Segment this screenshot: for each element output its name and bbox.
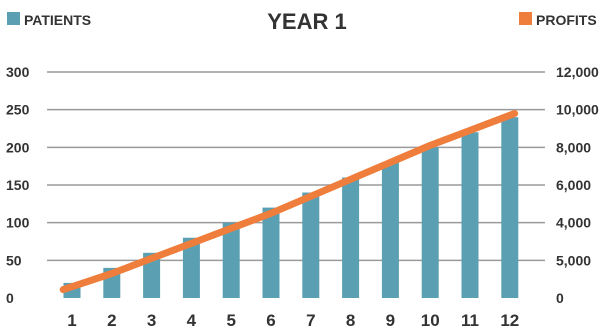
right-tick-label: 10,000 bbox=[556, 102, 599, 118]
legend-patients-label: PATIENTS bbox=[24, 12, 91, 28]
patients-bar bbox=[302, 192, 320, 298]
x-tick-label: 4 bbox=[187, 311, 197, 330]
x-tick-label: 12 bbox=[500, 311, 519, 330]
patients-bar bbox=[222, 222, 240, 298]
legend-profits-label: PROFITS bbox=[536, 12, 597, 28]
patients-bar bbox=[381, 162, 399, 298]
right-tick-label: 8,000 bbox=[556, 139, 591, 155]
left-tick-label: 300 bbox=[6, 64, 30, 80]
x-tick-label: 1 bbox=[67, 311, 76, 330]
left-tick-label: 200 bbox=[6, 139, 30, 155]
x-tick-label: 6 bbox=[266, 311, 275, 330]
patients-bar bbox=[262, 207, 280, 298]
legend-profits-swatch bbox=[519, 12, 532, 25]
right-tick-label: 12,000 bbox=[556, 64, 599, 80]
patients-bar bbox=[421, 147, 439, 298]
profits-line-group bbox=[59, 110, 519, 294]
x-tick-label: 2 bbox=[107, 311, 116, 330]
left-tick-label: 100 bbox=[6, 215, 30, 231]
x-tick-label: 5 bbox=[226, 311, 235, 330]
x-tick-label: 9 bbox=[386, 311, 395, 330]
right-tick-label: 6,000 bbox=[556, 177, 591, 193]
legend-profits: PROFITS bbox=[519, 12, 597, 28]
profits-line bbox=[59, 110, 519, 294]
patients-bar bbox=[143, 252, 161, 298]
x-tick-label: 10 bbox=[421, 311, 440, 330]
left-axis-ticks: 0 50 100 150 200 250 300 bbox=[6, 64, 30, 306]
legend-patients: PATIENTS bbox=[7, 12, 91, 28]
right-tick-label: 0 bbox=[556, 290, 564, 306]
patients-bar bbox=[342, 177, 360, 298]
patients-bar bbox=[461, 132, 479, 298]
left-tick-label: 50 bbox=[6, 252, 22, 268]
chart-title: YEAR 1 bbox=[267, 9, 346, 34]
x-tick-label: 3 bbox=[147, 311, 156, 330]
x-tick-label: 7 bbox=[306, 311, 315, 330]
right-tick-label: 5,000 bbox=[556, 252, 591, 268]
left-tick-label: 250 bbox=[6, 102, 30, 118]
patients-bars bbox=[63, 117, 519, 298]
right-axis-ticks: 0 5,000 4,000 6,000 8,000 10,000 12,000 bbox=[556, 64, 599, 306]
right-tick-label: 4,000 bbox=[556, 215, 591, 231]
patients-bar bbox=[501, 117, 519, 298]
legend-patients-swatch bbox=[7, 12, 20, 25]
patients-bar bbox=[182, 237, 200, 298]
left-tick-label: 0 bbox=[6, 290, 14, 306]
x-tick-label: 11 bbox=[461, 311, 479, 330]
left-tick-label: 150 bbox=[6, 177, 30, 193]
x-tick-label: 8 bbox=[346, 311, 355, 330]
x-axis-ticks: 1 2 3 4 5 6 7 8 9 10 11 12 bbox=[67, 311, 519, 330]
